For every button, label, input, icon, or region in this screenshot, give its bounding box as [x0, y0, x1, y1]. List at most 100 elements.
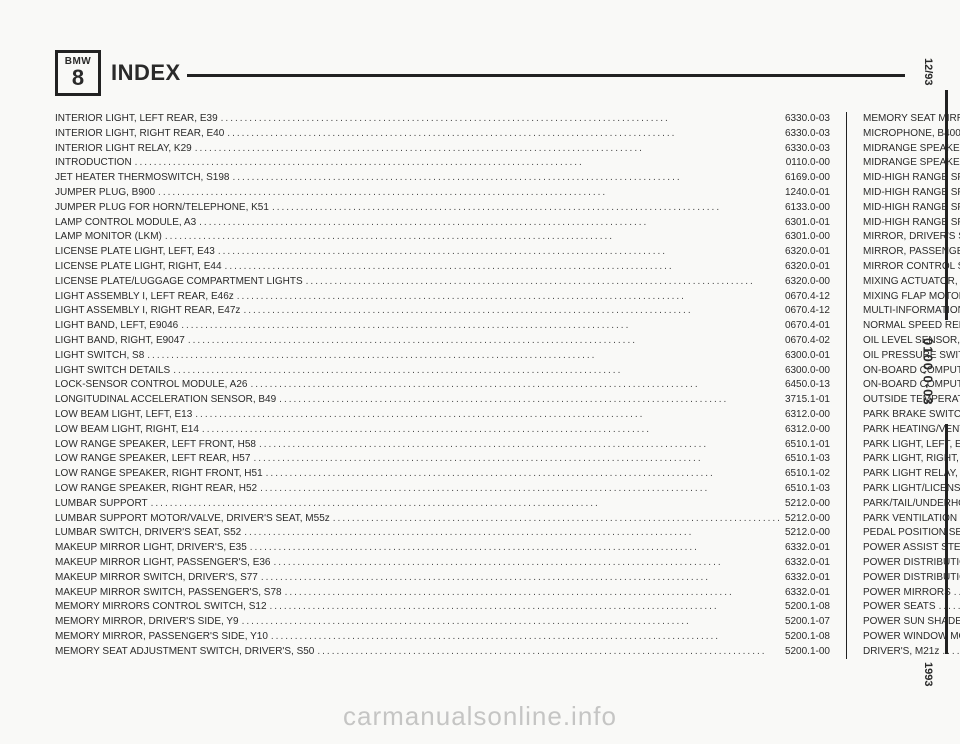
index-code: 6320.0-00 — [785, 275, 830, 290]
index-row: LIGHT ASSEMBLY I, LEFT REAR, E46z0670.4-… — [55, 290, 830, 305]
index-code: 6320.0-01 — [785, 260, 830, 275]
index-label: JUMPER PLUG FOR HORN/TELEPHONE, K51 — [55, 201, 269, 216]
index-row: ON-BOARD COMPUTER HORN RELAY, K916575.1-… — [863, 378, 960, 393]
leader-dots — [218, 245, 782, 260]
side-section-code: 0100.0-03 — [921, 338, 936, 406]
index-label: LIGHT SWITCH DETAILS — [55, 364, 170, 379]
index-row: MAKEUP MIRROR SWITCH, PASSENGER'S, S7863… — [55, 586, 830, 601]
leader-dots — [195, 142, 782, 157]
leader-dots — [165, 230, 782, 245]
index-row: LOW RANGE SPEAKER, LEFT FRONT, H586510.1… — [55, 438, 830, 453]
leader-dots — [199, 216, 782, 231]
leader-dots — [135, 156, 783, 171]
index-label: ON-BOARD COMPUTER HORN RELAY, K91 — [863, 378, 960, 393]
leader-dots — [285, 586, 782, 601]
index-label: MEMORY MIRROR, PASSENGER'S SIDE, Y10 — [55, 630, 268, 645]
index-code: 5200.1-08 — [785, 600, 830, 615]
index-row: LIGHT SWITCH DETAILS 6300.0-00 — [55, 364, 830, 379]
index-row: LICENSE PLATE LIGHT, LEFT, E436320.0-01 — [55, 245, 830, 260]
index-code: 5200.1-08 — [785, 630, 830, 645]
index-row: JET HEATER THERMOSWITCH, S1986169.0-00 — [55, 171, 830, 186]
index-row: LUMBAR SUPPORT MOTOR/VALVE, DRIVER'S SEA… — [55, 512, 830, 527]
leader-dots — [195, 408, 782, 423]
leader-dots — [271, 630, 782, 645]
index-label: NORMAL SPEED RELAY, K21 — [863, 319, 960, 334]
index-row: MEMORY MIRROR, PASSENGER'S SIDE, Y10 5200… — [55, 630, 830, 645]
index-code: 5212.0-00 — [785, 497, 830, 512]
index-row: INTRODUCTION0110.0-00 — [55, 156, 830, 171]
index-row: OUTSIDE TEMPERATURE SENSOR, B136450.0-03 — [863, 393, 960, 408]
index-row: LOW RANGE SPEAKER, RIGHT FRONT, H516510.… — [55, 467, 830, 482]
watermark: carmanualsonline.info — [0, 701, 960, 732]
index-code: 6301.0-00 — [785, 230, 830, 245]
index-label: MAKEUP MIRROR LIGHT, PASSENGER'S, E36 — [55, 556, 270, 571]
index-row: LIGHT SWITCH, S86300.0-01 — [55, 349, 830, 364]
index-code: 6330.0-03 — [785, 112, 830, 127]
index-label: LOW RANGE SPEAKER, RIGHT REAR, H52 — [55, 482, 257, 497]
leader-dots — [188, 334, 782, 349]
index-row: LONGITUDINAL ACCELERATION SENSOR, B49371… — [55, 393, 830, 408]
index-code: 6330.0-03 — [785, 142, 830, 157]
index-row: LOW RANGE SPEAKER, LEFT REAR, H57 6510.1-… — [55, 452, 830, 467]
index-row: LOW BEAM LIGHT, LEFT, E136312.0-00 — [55, 408, 830, 423]
leader-dots — [244, 526, 782, 541]
index-code: 6169.0-00 — [785, 171, 830, 186]
leader-dots — [261, 571, 782, 586]
index-label: LIGHT ASSEMBLY I, RIGHT REAR, E47z — [55, 304, 240, 319]
index-row: LIGHT BAND, LEFT, E9046 0670.4-01 — [55, 319, 830, 334]
leader-dots — [221, 112, 782, 127]
index-row: MEMORY MIRRORS CONTROL SWITCH, S12 5200.1… — [55, 600, 830, 615]
leader-dots — [272, 201, 782, 216]
index-code: 6133.0-00 — [785, 201, 830, 216]
index-code: 6332.0-01 — [785, 586, 830, 601]
index-label: LOW BEAM LIGHT, RIGHT, E14 — [55, 423, 199, 438]
index-code: 6332.0-01 — [785, 541, 830, 556]
index-label: LOW RANGE SPEAKER, RIGHT FRONT, H51 — [55, 467, 263, 482]
title-rule — [187, 74, 905, 77]
index-row: LAMP CONTROL MODULE, A36301.0-01 — [55, 216, 830, 231]
index-row: INTERIOR LIGHT, RIGHT REAR, E406330.0-03 — [55, 127, 830, 142]
index-label: LUMBAR SUPPORT MOTOR/VALVE, DRIVER'S SEA… — [55, 512, 330, 527]
side-date: 12/93 — [922, 58, 934, 86]
index-code: 6510.1-03 — [785, 452, 830, 467]
index-label: LICENSE PLATE/LUGGAGE COMPARTMENT LIGHTS — [55, 275, 303, 290]
leader-dots — [306, 275, 782, 290]
leader-dots — [954, 586, 960, 601]
leader-dots — [259, 438, 782, 453]
index-label: PARK BRAKE SWITCH, S31 — [863, 408, 960, 423]
index-label: MAKEUP MIRROR SWITCH, DRIVER'S, S77 — [55, 571, 258, 586]
index-label: LOW RANGE SPEAKER, LEFT FRONT, H58 — [55, 438, 256, 453]
index-label: INTERIOR LIGHT, RIGHT REAR, E40 — [55, 127, 224, 142]
side-rule — [945, 90, 948, 320]
index-code: 5212.0-00 — [785, 526, 830, 541]
index-label: LIGHT BAND, LEFT, E9046 — [55, 319, 178, 334]
leader-dots — [250, 541, 782, 556]
leader-dots — [333, 512, 782, 527]
index-code: 6450.0-13 — [785, 378, 830, 393]
index-row: LUMBAR SUPPORT 5212.0-00 — [55, 497, 830, 512]
index-label: LIGHT SWITCH, S8 — [55, 349, 144, 364]
index-label: LUMBAR SUPPORT — [55, 497, 148, 512]
index-row: NORMAL SPEED RELAY, K216454.0-00 — [863, 319, 960, 334]
index-code: 6332.0-01 — [785, 571, 830, 586]
leader-dots — [237, 290, 782, 305]
leader-dots — [253, 452, 782, 467]
index-row: LIGHT ASSEMBLY I, RIGHT REAR, E47z0670.4… — [55, 304, 830, 319]
index-row: PARK BRAKE SWITCH, S316210.0-04 — [863, 408, 960, 423]
index-label: MEMORY MIRRORS CONTROL SWITCH, S12 — [55, 600, 267, 615]
index-code: 0670.4-01 — [785, 319, 830, 334]
leader-dots — [250, 378, 781, 393]
leader-dots — [227, 127, 782, 142]
index-row: LIGHT BAND, RIGHT, E90470670.4-02 — [55, 334, 830, 349]
leader-dots — [158, 186, 782, 201]
index-row: LUMBAR SWITCH, DRIVER'S SEAT, S525212.0-… — [55, 526, 830, 541]
index-label: INTERIOR LIGHT, LEFT REAR, E39 — [55, 112, 218, 127]
leader-dots — [151, 497, 782, 512]
index-code: 6300.0-00 — [785, 364, 830, 379]
index-row: MAKEUP MIRROR SWITCH, DRIVER'S, S77 6332.… — [55, 571, 830, 586]
index-label: LOW RANGE SPEAKER, LEFT REAR, H57 — [55, 452, 250, 467]
index-row: ON-BOARD COMPUTER (BCIV)6581.0-00 — [863, 364, 960, 379]
index-label: LIGHT ASSEMBLY I, LEFT REAR, E46z — [55, 290, 234, 305]
leader-dots — [260, 482, 782, 497]
index-code: 6320.0-01 — [785, 245, 830, 260]
